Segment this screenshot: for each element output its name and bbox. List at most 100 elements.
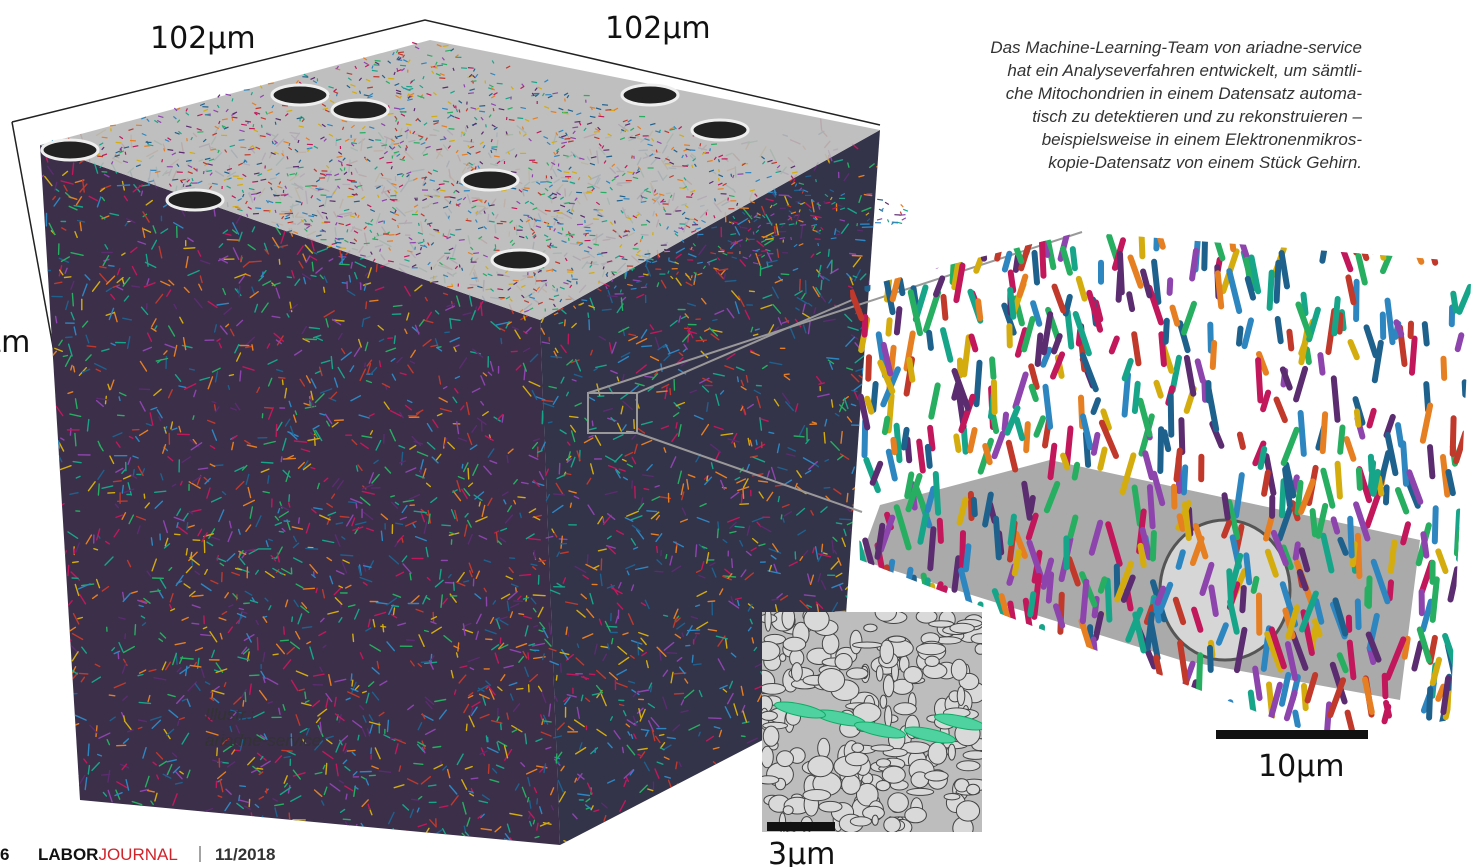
fragment [80,673,88,674]
fragment [63,757,65,764]
fragment [890,175,899,177]
fragment [876,377,880,378]
fragment [299,518,300,523]
fragment [756,795,758,800]
fragment [633,828,634,836]
fragment [54,735,58,739]
fragment [718,189,724,190]
fragment [60,713,63,716]
fragment [473,253,479,254]
fragment [620,196,626,197]
fragment [598,116,604,117]
fragment [49,730,51,735]
fragment [410,130,411,133]
fragment [860,478,864,482]
fragment [289,495,290,502]
fragment [262,125,263,128]
fragment [246,838,253,842]
fragment [383,625,384,632]
fragment [186,549,187,555]
fragment [372,239,378,240]
fragment [458,643,459,651]
fragment [20,816,32,819]
fragment [23,557,31,566]
fragment [602,309,611,310]
fragment [433,276,434,279]
fragment [753,232,754,235]
fragment [881,157,884,163]
fragment [202,821,206,827]
fragment [750,291,755,292]
fragment [711,776,717,779]
fragment [239,609,243,610]
fragment [861,837,866,846]
fragment [303,588,314,589]
fragment [47,439,51,442]
fragment [647,826,659,830]
fragment [440,139,446,140]
fragment [351,172,352,175]
fragment [565,320,566,326]
fragment [900,212,901,215]
fragment [431,116,437,117]
fragment [528,653,529,659]
fragment [443,846,450,849]
fragment [644,489,649,490]
fragment [376,264,377,271]
fragment [620,705,624,706]
fragment [633,280,640,281]
fragment [617,200,623,201]
fragment [850,254,856,255]
fragment [752,838,762,845]
fragment [395,835,398,844]
fragment [311,275,316,276]
fragment [570,416,578,417]
fragment [718,529,719,538]
fragment [275,122,276,125]
fragment [656,150,657,153]
fragment [488,203,489,206]
fragment [265,830,275,833]
fragment [665,823,675,824]
fragment [362,840,367,847]
fragment [877,219,882,220]
fragment [670,389,671,395]
fragment [52,129,54,133]
fragment [35,355,45,359]
fragment [25,846,31,849]
fragment [31,241,33,249]
fragment [50,826,55,829]
fragment [250,261,261,262]
fragment [349,502,356,503]
fragment [432,282,438,283]
figure: 102µm 102µm µm 10µm 3µm Das Machine-Lear… [0,0,1472,867]
fragment [287,824,292,828]
fragment [175,534,180,535]
fragment [253,124,254,127]
fragment [364,243,370,244]
fragment [445,332,449,333]
fragment [417,848,419,854]
fragment [22,550,31,553]
fragment [710,148,711,151]
fragment [68,565,69,575]
fragment [53,794,58,799]
fragment [118,415,125,416]
fragment [559,323,563,324]
fragment [365,363,366,367]
fragment [657,391,667,392]
fragment [880,144,885,147]
fragment [373,842,379,851]
fragment [388,720,389,731]
fragment [38,214,43,215]
fragment [49,603,56,607]
fragment [32,571,35,580]
fragment [832,260,833,273]
fragment [243,828,245,833]
fragment [281,457,282,462]
fragment [245,692,246,701]
fragment [280,846,284,847]
fragment [354,201,360,202]
fragment [61,685,65,697]
fragment [131,833,141,835]
